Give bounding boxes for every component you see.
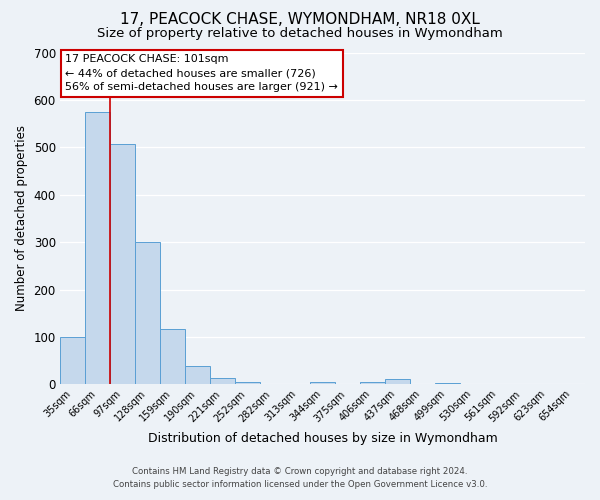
Bar: [185, 366, 210, 384]
Text: Size of property relative to detached houses in Wymondham: Size of property relative to detached ho…: [97, 28, 503, 40]
Bar: [235, 382, 260, 384]
Text: 17 PEACOCK CHASE: 101sqm
← 44% of detached houses are smaller (726)
56% of semi-: 17 PEACOCK CHASE: 101sqm ← 44% of detach…: [65, 54, 338, 92]
Bar: [210, 378, 235, 384]
Bar: [60, 337, 85, 384]
Y-axis label: Number of detached properties: Number of detached properties: [15, 126, 28, 312]
Text: Contains HM Land Registry data © Crown copyright and database right 2024.
Contai: Contains HM Land Registry data © Crown c…: [113, 468, 487, 489]
Bar: [110, 144, 135, 384]
Bar: [360, 382, 385, 384]
Text: 17, PEACOCK CHASE, WYMONDHAM, NR18 0XL: 17, PEACOCK CHASE, WYMONDHAM, NR18 0XL: [120, 12, 480, 28]
Bar: [135, 242, 160, 384]
Bar: [85, 112, 110, 384]
Bar: [435, 383, 460, 384]
Bar: [310, 382, 335, 384]
Bar: [160, 328, 185, 384]
X-axis label: Distribution of detached houses by size in Wymondham: Distribution of detached houses by size …: [148, 432, 497, 445]
Bar: [385, 379, 410, 384]
